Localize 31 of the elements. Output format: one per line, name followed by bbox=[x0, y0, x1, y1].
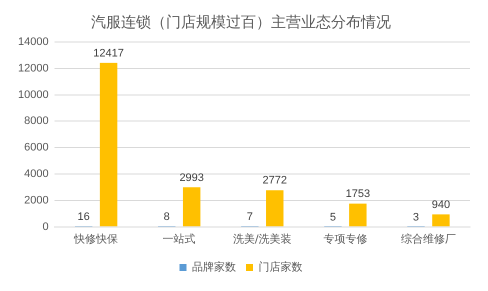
y-tick-label: 8000 bbox=[24, 115, 49, 128]
y-tick-label: 10000 bbox=[18, 88, 49, 101]
x-tick-label: 专项专修 bbox=[323, 232, 368, 246]
data-label: 940 bbox=[432, 198, 450, 211]
bar bbox=[349, 204, 367, 226]
y-tick-label: 2000 bbox=[24, 194, 49, 206]
y-tick-label: 0 bbox=[42, 220, 49, 233]
y-tick-label: 6000 bbox=[24, 142, 49, 154]
y-tick-label: 14000 bbox=[18, 36, 49, 48]
data-label: 3 bbox=[412, 211, 420, 224]
data-label: 5 bbox=[330, 211, 336, 224]
y-tick-label: 12000 bbox=[18, 62, 49, 74]
legend-label: 品牌家数 bbox=[192, 260, 236, 274]
bar bbox=[266, 190, 284, 226]
chart-title: 汽服连锁（门店规模过百）主营业态分布情况 bbox=[91, 12, 391, 31]
x-tick-label: 快修快保 bbox=[73, 232, 118, 246]
data-label: 8 bbox=[164, 211, 170, 224]
bar bbox=[432, 214, 450, 226]
x-tick-label: 综合维修厂 bbox=[400, 232, 456, 246]
bar bbox=[100, 62, 118, 226]
x-tick-label: 洗美/洗美装 bbox=[232, 232, 292, 246]
x-tick-label: 一站式 bbox=[162, 232, 196, 246]
data-label: 16 bbox=[78, 211, 90, 224]
data-label: 1753 bbox=[346, 188, 370, 200]
bar bbox=[182, 187, 200, 226]
data-label: 12417 bbox=[93, 47, 124, 60]
data-label: 2772 bbox=[262, 174, 287, 187]
data-label: 7 bbox=[246, 211, 253, 224]
y-tick-label: 4000 bbox=[24, 168, 49, 180]
legend-label: 门店家数 bbox=[258, 260, 302, 274]
data-label: 2993 bbox=[179, 172, 204, 184]
